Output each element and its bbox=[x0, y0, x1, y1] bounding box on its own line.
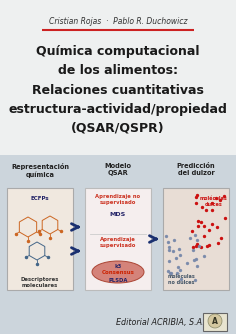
Text: Predicción
del dulzor: Predicción del dulzor bbox=[177, 163, 215, 176]
Point bbox=[202, 234, 206, 239]
Point bbox=[214, 196, 218, 201]
Bar bbox=[85, 188, 151, 290]
Point bbox=[169, 271, 173, 276]
Text: Química computacional: Química computacional bbox=[36, 45, 200, 58]
Point bbox=[195, 257, 198, 262]
Point bbox=[194, 194, 198, 199]
Text: Consensus: Consensus bbox=[101, 271, 135, 276]
Text: Descriptores
moleculares: Descriptores moleculares bbox=[21, 277, 59, 288]
Text: moléculas
no dulces: moléculas no dulces bbox=[167, 274, 195, 285]
Point bbox=[191, 247, 195, 253]
Point bbox=[204, 208, 208, 213]
Point bbox=[199, 244, 203, 250]
Point bbox=[205, 243, 209, 248]
Point bbox=[218, 197, 222, 202]
Text: Modelo
QSAR: Modelo QSAR bbox=[105, 163, 131, 176]
Point bbox=[192, 257, 196, 263]
Point bbox=[179, 277, 183, 282]
Point bbox=[194, 201, 198, 206]
Bar bbox=[163, 188, 229, 290]
Point bbox=[195, 264, 199, 269]
Bar bbox=[0, 155, 236, 334]
Text: de los alimentos:: de los alimentos: bbox=[58, 64, 178, 77]
Text: MDS: MDS bbox=[110, 211, 126, 216]
Point bbox=[196, 241, 199, 246]
Point bbox=[200, 205, 203, 210]
Text: Aprendizaje
supervisado: Aprendizaje supervisado bbox=[100, 237, 136, 248]
Text: (QSAR/QSPR): (QSAR/QSPR) bbox=[71, 122, 165, 135]
Point bbox=[194, 232, 197, 238]
Text: A: A bbox=[212, 317, 218, 326]
Text: PLSDA: PLSDA bbox=[108, 278, 128, 283]
Point bbox=[185, 260, 189, 265]
Point bbox=[166, 269, 170, 274]
Point bbox=[223, 215, 227, 220]
Point bbox=[207, 242, 211, 247]
Point bbox=[188, 235, 192, 240]
Point bbox=[178, 268, 181, 273]
Point bbox=[167, 258, 171, 263]
Point bbox=[169, 270, 172, 275]
Point bbox=[197, 243, 201, 248]
Point bbox=[199, 219, 203, 225]
Point bbox=[167, 239, 170, 245]
Point bbox=[194, 278, 197, 283]
Circle shape bbox=[208, 314, 222, 328]
Bar bbox=[7, 188, 73, 290]
Text: Representación
química: Representación química bbox=[11, 163, 69, 178]
Text: Editorial ACRIBIA, S.A.: Editorial ACRIBIA, S.A. bbox=[116, 318, 204, 327]
Bar bbox=[0, 0, 236, 155]
Text: Cristian Rojas  ·  Pablo R. Duchowicz: Cristian Rojas · Pablo R. Duchowicz bbox=[49, 17, 187, 26]
Bar bbox=[203, 313, 227, 331]
Point bbox=[177, 246, 181, 252]
Point bbox=[210, 207, 214, 213]
Text: moléculas
dulces: moléculas dulces bbox=[200, 196, 228, 207]
Point bbox=[190, 229, 194, 234]
Text: ECFPs: ECFPs bbox=[31, 196, 49, 201]
Point bbox=[175, 270, 179, 276]
Text: Aprendizaje no
supervisado: Aprendizaje no supervisado bbox=[95, 194, 141, 205]
Text: Relaciones cuantitativas: Relaciones cuantitativas bbox=[32, 84, 204, 97]
Point bbox=[202, 253, 205, 259]
Point bbox=[222, 193, 226, 198]
Point bbox=[207, 227, 211, 233]
Point bbox=[196, 237, 199, 243]
Point bbox=[168, 247, 171, 253]
Point bbox=[172, 248, 175, 253]
Point bbox=[217, 240, 220, 246]
Point bbox=[191, 244, 195, 250]
Point bbox=[219, 235, 223, 241]
Point bbox=[177, 264, 180, 269]
Point bbox=[197, 218, 200, 223]
Point bbox=[195, 192, 199, 198]
Point bbox=[210, 200, 214, 205]
Point bbox=[196, 224, 200, 229]
Point bbox=[167, 244, 171, 249]
Point bbox=[194, 243, 198, 249]
Point bbox=[174, 256, 178, 261]
Point bbox=[211, 221, 214, 226]
Point bbox=[178, 252, 181, 258]
Text: estructura-actividad/propiedad: estructura-actividad/propiedad bbox=[8, 103, 228, 116]
Point bbox=[215, 224, 219, 230]
Ellipse shape bbox=[92, 261, 144, 283]
Point bbox=[164, 233, 168, 238]
Point bbox=[172, 237, 175, 242]
Point bbox=[202, 223, 206, 229]
Text: k3: k3 bbox=[114, 264, 122, 269]
